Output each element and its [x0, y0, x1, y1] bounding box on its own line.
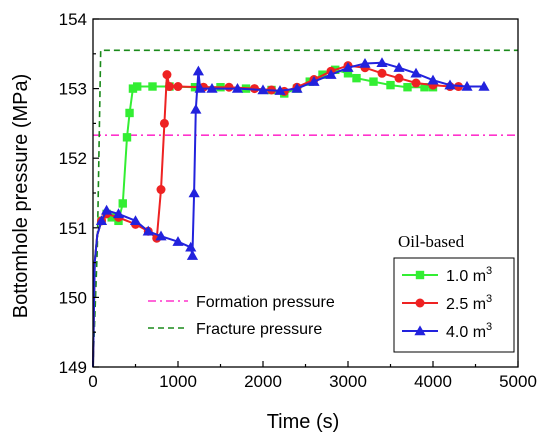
axes: 0 1000 2000 3000 4000 5000 149 150 151 152 153 154	[59, 10, 537, 391]
data-point	[257, 84, 269, 95]
data-point	[274, 85, 286, 95]
data-point	[155, 230, 167, 241]
data-point	[122, 133, 132, 142]
data-point	[107, 213, 116, 222]
legend-title: Oil-based	[398, 232, 465, 251]
series-2	[92, 57, 490, 368]
data-point	[185, 241, 197, 252]
legend-label-0: 1.0 m3	[446, 265, 492, 285]
data-point	[231, 83, 244, 93]
data-point	[133, 82, 142, 91]
y-tick-label: 152	[59, 149, 87, 168]
data-point	[291, 83, 303, 93]
data-point	[156, 185, 166, 195]
data-point	[394, 73, 404, 83]
data-point	[188, 187, 200, 198]
legend-label-2: 4.0 m3	[446, 321, 492, 341]
data-point	[112, 208, 125, 219]
legend-marker-1	[415, 298, 425, 308]
reference-lines	[92, 49, 518, 368]
data-point	[386, 80, 395, 90]
x-tick-label: 0	[88, 372, 97, 391]
data-point	[393, 62, 405, 72]
x-tick-label: 4000	[414, 372, 452, 391]
data-point	[369, 77, 378, 86]
data-point	[342, 62, 354, 72]
legend-label-1: 2.5 m3	[446, 293, 492, 313]
data-point	[118, 199, 127, 208]
x-axis-title: Time (s)	[267, 411, 340, 433]
y-tick-label: 153	[59, 80, 87, 99]
x-tick-label: 3000	[329, 372, 367, 391]
data-point	[308, 76, 320, 86]
data-point	[376, 57, 388, 68]
data-point	[165, 82, 174, 92]
legend-box	[393, 257, 515, 353]
y-tick-label: 151	[59, 219, 87, 238]
data-point	[186, 250, 199, 260]
data-point	[173, 82, 183, 92]
data-point	[352, 73, 361, 83]
data-point	[420, 83, 429, 92]
y-axis-title: Bottomhole pressure (MPa)	[10, 74, 32, 319]
ref-legend: Formation pressure Fracture pressure	[148, 294, 335, 338]
data-point	[192, 65, 204, 76]
legend-formation-label: Formation pressure	[196, 294, 335, 311]
x-tick-label: 1000	[159, 372, 197, 391]
data-point	[125, 108, 134, 118]
data-point	[377, 68, 387, 78]
data-point	[478, 80, 490, 91]
y-tick-label: 149	[59, 358, 87, 377]
legend-marker-2	[414, 325, 426, 336]
data-point	[95, 215, 108, 226]
reference-line-1	[92, 49, 518, 368]
data-point	[444, 79, 456, 90]
data-point	[461, 80, 473, 91]
series-legend: 1.0 m3 2.5 m3 4.0 m3	[393, 257, 515, 353]
data-point	[359, 57, 371, 68]
x-tick-label: 2000	[244, 372, 282, 391]
y-tick-label: 154	[59, 10, 87, 29]
data-point	[129, 215, 142, 226]
y-tick-label: 150	[59, 288, 87, 307]
data-point	[411, 78, 421, 88]
data-point	[206, 83, 218, 93]
legend-fracture-label: Fracture pressure	[196, 321, 322, 338]
data-point	[427, 74, 439, 85]
data-point	[162, 70, 172, 80]
data-point	[172, 236, 184, 246]
series-layer	[92, 57, 490, 368]
data-point	[325, 69, 337, 79]
data-point	[190, 103, 202, 114]
data-point	[194, 83, 206, 93]
data-point	[343, 69, 353, 78]
data-point	[159, 118, 169, 128]
x-tick-label: 5000	[499, 372, 537, 391]
data-point	[128, 84, 138, 93]
data-point	[224, 82, 234, 92]
data-point	[101, 204, 113, 215]
legend-marker-0	[415, 270, 425, 280]
data-point	[410, 67, 422, 78]
data-point	[142, 225, 154, 236]
data-point	[148, 82, 157, 91]
data-point	[403, 83, 412, 92]
